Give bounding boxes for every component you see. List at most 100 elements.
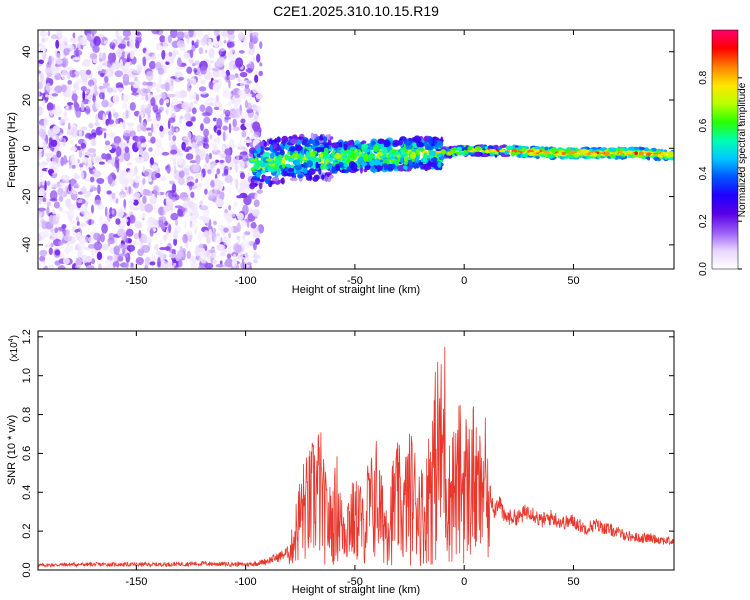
snr-y-tick-label: 0.8	[21, 407, 33, 422]
heatmap-cell	[216, 57, 225, 68]
heatmap-cell	[225, 76, 231, 83]
heatmap-cell	[551, 148, 557, 154]
heatmap-cell	[207, 169, 212, 175]
heatmap-cell	[184, 112, 192, 122]
heatmap-cell	[203, 138, 208, 143]
heatmap-cell	[62, 118, 67, 123]
heatmap-cell	[100, 73, 105, 78]
heatmap-cell	[129, 130, 136, 138]
heatmap-cell	[79, 36, 88, 46]
heatmap-cell	[456, 146, 463, 151]
heatmap-cell	[219, 182, 224, 191]
heatmap-cell	[376, 159, 380, 165]
heatmap-cell	[259, 41, 263, 49]
snr-point	[466, 418, 467, 419]
heatmap-cell	[73, 100, 78, 109]
heatmap-cell	[198, 86, 207, 92]
heatmap-cell	[77, 248, 83, 259]
heatmap-cell	[619, 150, 623, 155]
heatmap-cell	[210, 138, 219, 147]
heatmap-cell	[123, 151, 131, 162]
heatmap-cell	[241, 154, 249, 162]
heatmap-cell	[73, 174, 81, 180]
heatmap-cell	[154, 243, 159, 251]
heatmap-cell	[501, 144, 508, 148]
heatmap-cell	[78, 148, 83, 159]
heatmap-cell	[291, 153, 300, 159]
heatmap-cell	[440, 149, 446, 154]
heatmap-cell	[237, 188, 244, 194]
heatmap-cell	[237, 89, 246, 96]
heatmap-cell	[81, 61, 90, 68]
snr-y-tick-label: 0.6	[21, 446, 33, 461]
heatmap-cell	[117, 43, 126, 49]
heatmap-cell	[91, 204, 94, 214]
heatmap-cell	[55, 30, 63, 38]
heatmap-cell	[414, 164, 419, 168]
heatmap-cell	[189, 160, 197, 164]
heatmap-cell	[190, 224, 199, 231]
heatmap-cell	[44, 180, 47, 191]
heatmap-cell	[234, 163, 239, 173]
snr-point	[485, 453, 486, 454]
snr-point	[490, 492, 491, 493]
heatmap-cell	[72, 82, 78, 90]
heatmap-cell	[312, 150, 318, 155]
heatmap-cell	[211, 180, 215, 188]
heatmap-cell	[262, 152, 271, 157]
heatmap-cell	[170, 30, 178, 39]
heatmap-cell	[87, 148, 97, 154]
heatmap-cell	[217, 48, 226, 52]
heatmap-cell	[114, 236, 118, 245]
heatmap-cell	[381, 163, 389, 168]
heatmap-cell	[92, 168, 98, 173]
heatmap-cell	[422, 155, 428, 163]
heatmap-cell	[126, 58, 130, 63]
heatmap-cell	[139, 186, 144, 195]
heatmap-cell	[258, 182, 263, 190]
snr-point	[483, 379, 484, 380]
heatmap-cell	[68, 220, 76, 224]
snr-point	[306, 463, 307, 464]
heatmap-cell	[132, 79, 141, 89]
heatmap-cell	[367, 154, 373, 160]
snr-point	[385, 496, 386, 497]
heatmap-cell	[82, 90, 86, 101]
heatmap-cell	[176, 50, 179, 56]
heatmap-cell	[91, 248, 95, 257]
heatmap-cell	[280, 145, 285, 150]
heatmap-cell	[285, 163, 291, 168]
heatmap-cell	[60, 174, 70, 182]
heatmap-cell	[189, 93, 194, 101]
colorbar-tick-label: 0.0	[698, 262, 709, 276]
heatmap-cell	[247, 150, 250, 155]
heatmap-cell	[99, 233, 105, 243]
heatmap-cell	[55, 212, 61, 222]
heatmap-cell	[135, 136, 142, 142]
heatmap-cell	[370, 166, 376, 173]
heatmap-cell	[235, 57, 244, 68]
heatmap-cell	[203, 230, 210, 238]
heatmap-cell	[168, 180, 175, 185]
heatmap-cell	[77, 199, 83, 204]
colorbar-tick-label: 0.4	[698, 166, 709, 180]
heatmap-cell	[348, 160, 356, 169]
heatmap-cell	[446, 152, 452, 156]
snr-point	[472, 404, 473, 405]
heatmap-cell	[228, 212, 236, 218]
heatmap-cell	[93, 36, 101, 47]
heatmap-cell	[194, 172, 202, 178]
heatmap-cell	[144, 49, 151, 57]
heatmap-cell	[159, 35, 166, 43]
heatmap-cell	[241, 219, 246, 227]
spectrogram-y-tick-label: 20	[21, 94, 33, 106]
heatmap-cell	[174, 91, 181, 98]
heatmap-cell	[41, 161, 49, 166]
heatmap-cell	[238, 159, 245, 170]
heatmap-cell	[358, 151, 363, 155]
heatmap-cell	[492, 145, 499, 149]
snr-point	[354, 492, 355, 493]
heatmap-cell	[81, 101, 85, 112]
heatmap-cell	[215, 159, 220, 163]
heatmap-cell	[129, 202, 135, 210]
